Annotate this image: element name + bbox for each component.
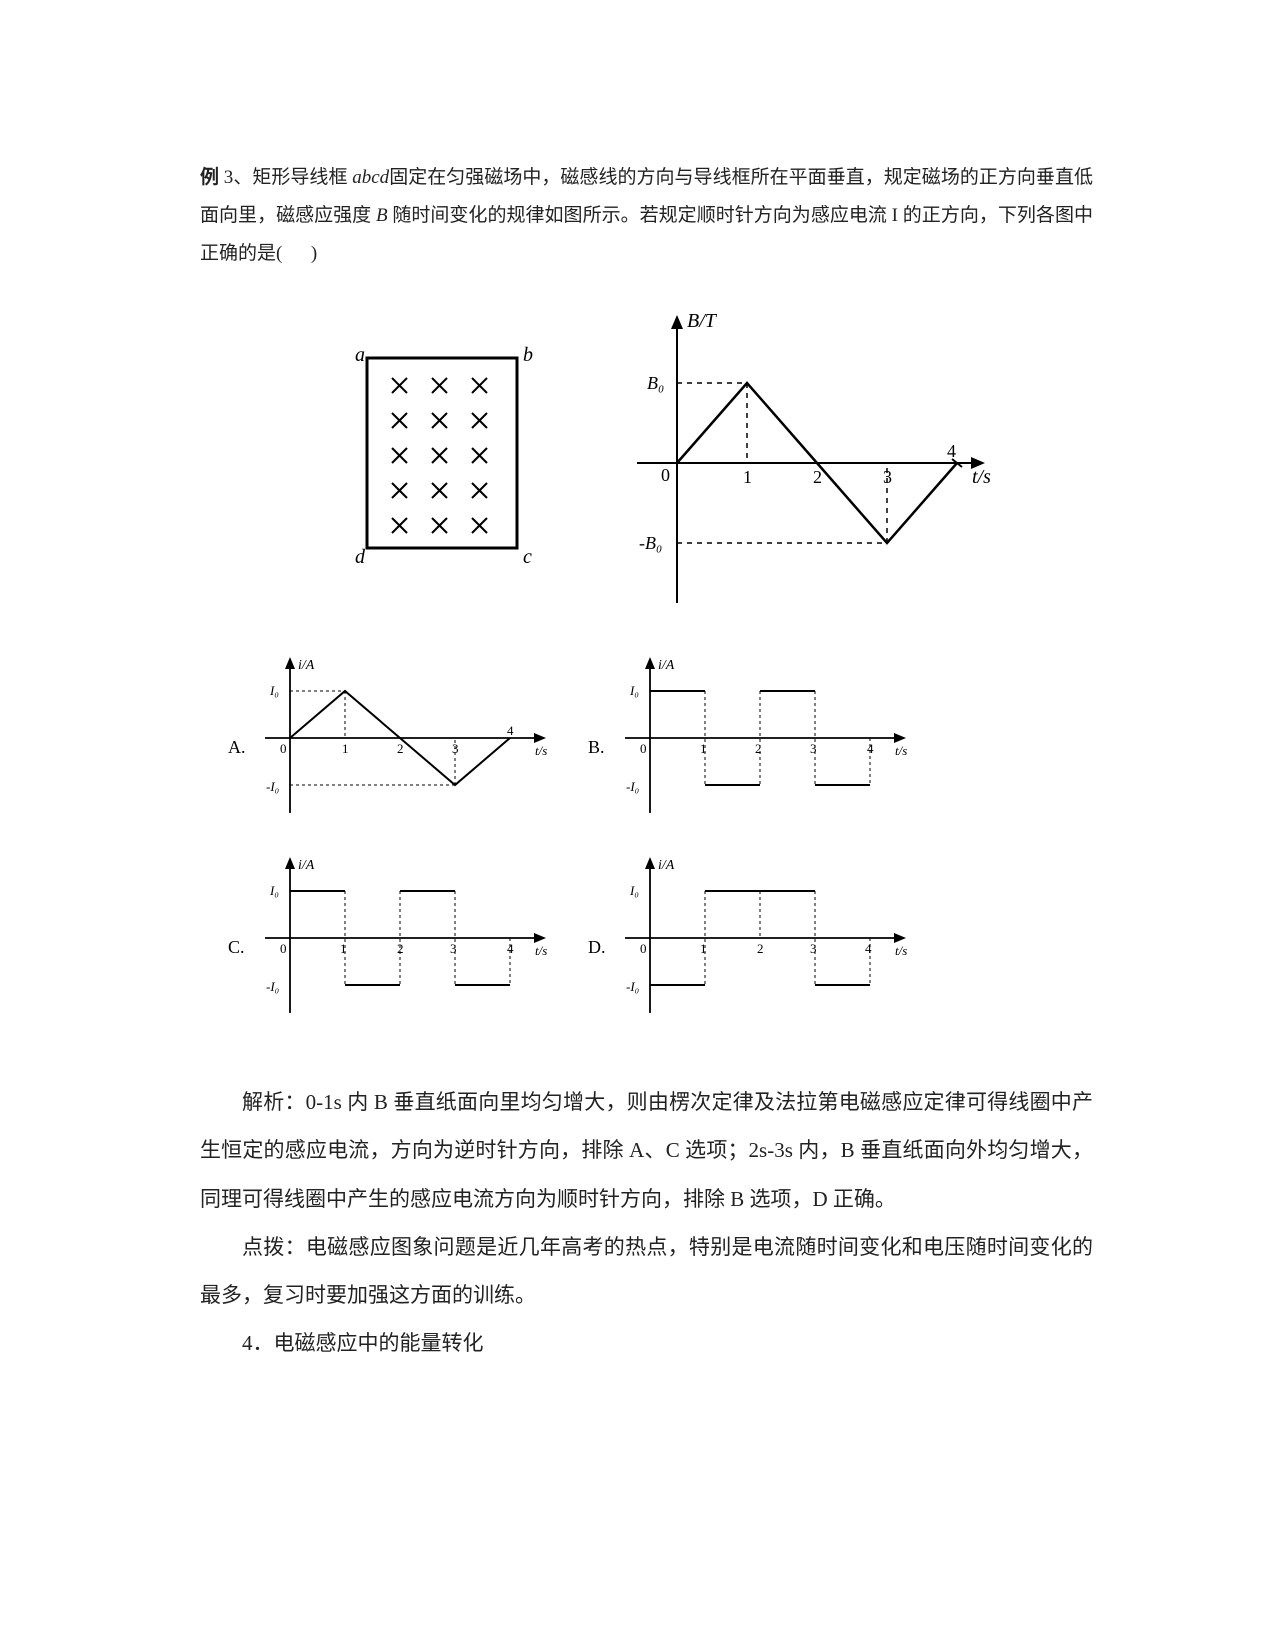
y-tick-pos: B₀ bbox=[647, 373, 664, 393]
solution-p1: 解析：0-1s 内 B 垂直纸面向里均匀增大，则由楞次定律及法拉第电磁感应定律可… bbox=[200, 1078, 1093, 1223]
loop-c: c bbox=[523, 546, 532, 568]
loop-d: d bbox=[355, 546, 366, 568]
option-letter-c: C. bbox=[228, 937, 245, 957]
problem-part1a: 矩形导线框 bbox=[252, 167, 352, 188]
loop-b: b bbox=[523, 344, 533, 366]
opt-a-ypos: I₀ bbox=[269, 683, 279, 698]
opt-b-x4: 4 bbox=[867, 741, 874, 756]
main-diagram: a b c d bbox=[297, 303, 997, 623]
option-d-chart: D. i/A t/s I₀ -I₀ 0 1 2 3 4 bbox=[588, 857, 907, 1013]
opt-d-ylabel: i/A bbox=[658, 858, 675, 873]
opt-b-ylabel: i/A bbox=[658, 658, 675, 673]
opt-d-ypos: I₀ bbox=[629, 883, 639, 898]
opt-c-ypos: I₀ bbox=[269, 883, 279, 898]
opt-c-x0: 0 bbox=[280, 941, 287, 956]
variable-B: B bbox=[376, 205, 388, 226]
opt-a-x1: 1 bbox=[342, 741, 349, 756]
opt-a-yneg: -I₀ bbox=[266, 779, 279, 794]
opt-c-x1: 1 bbox=[340, 941, 347, 956]
opt-a-x4: 4 bbox=[507, 723, 514, 738]
y-axis-label: B/T bbox=[687, 310, 718, 332]
options-grid: A. i/A t/s I₀ -I₀ 0 1 2 3 4 B. i/A t/s I… bbox=[220, 653, 940, 1043]
opt-c-x4: 4 bbox=[507, 941, 514, 956]
opt-c-xlabel: t/s bbox=[535, 943, 547, 958]
solution-p2: 点拨：电磁感应图象问题是近几年高考的热点，特别是电流随时间变化和电压随时间变化的… bbox=[200, 1223, 1093, 1320]
opt-c-yneg: -I₀ bbox=[266, 979, 279, 994]
origin-label: 0 bbox=[661, 465, 670, 485]
x-tick-1: 1 bbox=[743, 467, 752, 487]
opt-a-xlabel: t/s bbox=[535, 743, 547, 758]
opt-a-ylabel: i/A bbox=[298, 658, 315, 673]
loop-label-abcd: abcd bbox=[352, 167, 389, 188]
solution-text: 解析：0-1s 内 B 垂直纸面向里均匀增大，则由楞次定律及法拉第电磁感应定律可… bbox=[200, 1078, 1093, 1368]
opt-c-x3: 3 bbox=[450, 941, 457, 956]
opt-a-x2: 2 bbox=[397, 741, 404, 756]
opt-a-x0: 0 bbox=[280, 741, 287, 756]
option-b-chart: B. i/A t/s I₀ -I₀ 0 1 2 3 4 bbox=[588, 657, 907, 813]
opt-d-x0: 0 bbox=[640, 941, 647, 956]
opt-b-x1: 1 bbox=[700, 741, 707, 756]
opt-d-x3: 3 bbox=[810, 941, 817, 956]
opt-b-ypos: I₀ bbox=[629, 683, 639, 698]
opt-b-xlabel: t/s bbox=[895, 743, 907, 758]
option-letter-b: B. bbox=[588, 737, 605, 757]
opt-b-yneg: -I₀ bbox=[626, 779, 639, 794]
opt-b-x2: 2 bbox=[755, 741, 762, 756]
problem-statement: 例 3、矩形导线框 abcd固定在匀强磁场中，磁感线的方向与导线框所在平面垂直，… bbox=[200, 159, 1093, 273]
opt-c-ylabel: i/A bbox=[298, 858, 315, 873]
loop-a: a bbox=[355, 344, 365, 366]
opt-d-x4: 4 bbox=[865, 941, 872, 956]
solution-p3: 4．电磁感应中的能量转化 bbox=[200, 1319, 1093, 1367]
opt-d-x2: 2 bbox=[757, 941, 764, 956]
y-tick-neg: -B₀ bbox=[639, 533, 662, 553]
example-label: 例 bbox=[200, 167, 219, 188]
opt-b-x0: 0 bbox=[640, 741, 647, 756]
option-a-chart: A. i/A t/s I₀ -I₀ 0 1 2 3 4 bbox=[228, 657, 547, 813]
example-number: 3、 bbox=[219, 167, 252, 188]
x-tick-2: 2 bbox=[813, 467, 822, 487]
opt-d-xlabel: t/s bbox=[895, 943, 907, 958]
option-c-chart: C. i/A t/s I₀ -I₀ 0 1 2 3 4 bbox=[228, 857, 547, 1013]
page: 例 3、矩形导线框 abcd固定在匀强磁场中，磁感线的方向与导线框所在平面垂直，… bbox=[0, 0, 1273, 1448]
x-tick-4: 4 bbox=[947, 441, 956, 461]
B-vs-t-chart: B/T t/s 0 1 2 3 4 B₀ -B₀ bbox=[637, 310, 991, 603]
opt-d-yneg: -I₀ bbox=[626, 979, 639, 994]
option-letter-a: A. bbox=[228, 737, 246, 757]
loop-frame: a b c d bbox=[355, 344, 533, 568]
x-axis-label: t/s bbox=[972, 466, 991, 488]
option-letter-d: D. bbox=[588, 937, 606, 957]
opt-b-x3: 3 bbox=[810, 741, 817, 756]
opt-d-x1: 1 bbox=[700, 941, 707, 956]
